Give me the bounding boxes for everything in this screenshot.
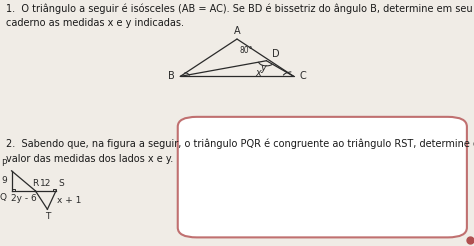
Text: 2y - 6: 2y - 6 <box>10 194 36 203</box>
Text: D: D <box>272 49 280 59</box>
Text: 2.  Sabendo que, na figura a seguir, o triângulo PQR é congruente ao triângulo R: 2. Sabendo que, na figura a seguir, o tr… <box>6 139 474 150</box>
Text: S: S <box>58 179 64 188</box>
Text: 12: 12 <box>40 179 51 188</box>
Text: y: y <box>260 63 266 73</box>
FancyBboxPatch shape <box>178 117 467 237</box>
Text: caderno as medidas x e y indicadas.: caderno as medidas x e y indicadas. <box>6 18 184 29</box>
Text: C: C <box>300 71 306 81</box>
Text: 80°: 80° <box>239 46 253 55</box>
Text: T: T <box>45 212 50 221</box>
Text: 1.  O triângulo a seguir é isósceles (AB = AC). Se BD é bissetriz do ângulo B, d: 1. O triângulo a seguir é isósceles (AB … <box>6 4 472 14</box>
Text: A: A <box>234 26 240 36</box>
Text: P: P <box>1 159 7 168</box>
Text: 9: 9 <box>1 176 7 185</box>
Text: valor das medidas dos lados x e y.: valor das medidas dos lados x e y. <box>6 154 173 164</box>
Text: B: B <box>168 71 174 81</box>
Text: R: R <box>32 179 38 188</box>
Text: x: x <box>255 68 261 78</box>
Text: Q: Q <box>0 193 7 202</box>
Text: x + 1: x + 1 <box>57 196 82 205</box>
